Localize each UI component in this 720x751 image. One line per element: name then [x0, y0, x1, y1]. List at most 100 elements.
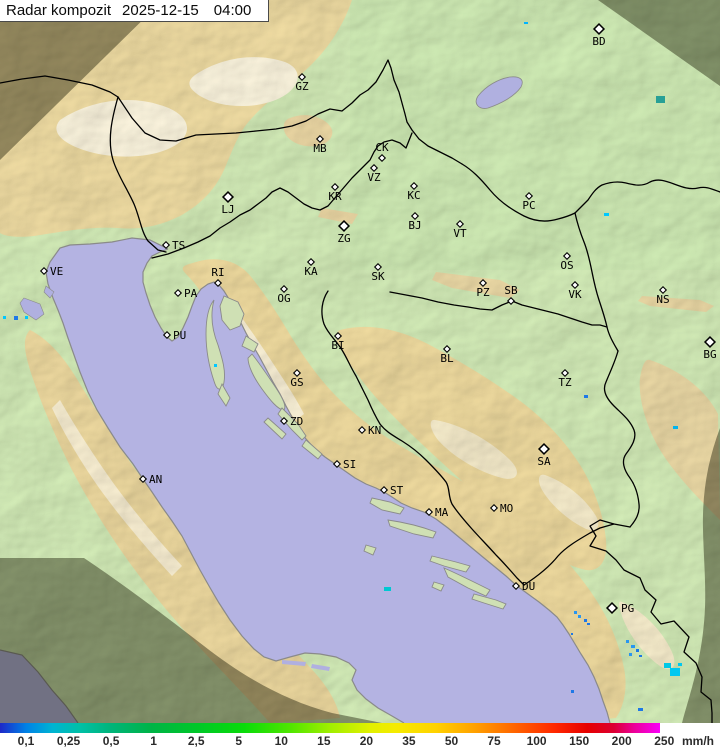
radar-echo — [578, 615, 581, 618]
city-SK: SK — [371, 262, 385, 283]
city-OS: OS — [560, 251, 574, 272]
radar-echo — [626, 640, 629, 643]
radar-echo — [214, 364, 217, 367]
legend-value-8: 20 — [359, 734, 374, 748]
radar-echo — [587, 623, 590, 625]
tyrrhenian-sea — [0, 650, 78, 723]
city-VE: VE — [39, 265, 63, 278]
sea-layer — [0, 76, 611, 723]
city-BL: BL — [440, 344, 454, 365]
city-ST: ST — [379, 484, 404, 497]
city-marker-icon — [213, 278, 223, 288]
venice-lagoon — [19, 297, 45, 321]
title-date: 2025-12-15 — [122, 2, 199, 19]
city-label: TS — [172, 239, 185, 252]
radar-echo — [664, 663, 671, 668]
city-OG: OG — [277, 284, 291, 305]
legend-value-9: 35 — [402, 734, 416, 748]
city-marker-icon — [560, 368, 570, 378]
radar-echo — [670, 668, 680, 676]
city-MB: MB — [313, 134, 327, 155]
city-label: KN — [368, 424, 381, 437]
tyrrhenian-coastline — [0, 649, 79, 723]
radar-echo — [3, 316, 6, 319]
city-label: TZ — [558, 376, 572, 389]
city-label: SB — [504, 284, 518, 297]
city-ZG: ZG — [337, 219, 351, 245]
legend-value-12: 100 — [526, 734, 547, 748]
city-marker-icon — [442, 344, 452, 354]
city-label: PA — [184, 287, 198, 300]
city-label: GS — [290, 376, 303, 389]
city-label: LJ — [221, 203, 234, 216]
city-marker-icon — [592, 22, 606, 36]
radar-echo — [656, 96, 665, 103]
city-marker-icon — [330, 182, 340, 192]
city-PC: PC — [522, 191, 536, 212]
city-label: VT — [453, 227, 467, 240]
city-marker-icon — [377, 153, 387, 163]
legend-value-14: 200 — [611, 734, 632, 748]
city-label: MB — [313, 142, 327, 155]
city-KC: KC — [407, 181, 421, 202]
city-label: OG — [277, 292, 290, 305]
city-label: NS — [656, 293, 669, 306]
city-marker-icon — [524, 191, 534, 201]
borders-layer — [0, 59, 720, 723]
city-marker-icon — [511, 581, 521, 591]
city-marker-icon — [506, 296, 516, 306]
city-label: BG — [703, 348, 716, 361]
radar-echo — [14, 316, 18, 320]
city-label: SA — [537, 455, 551, 468]
city-marker-icon — [373, 262, 383, 272]
city-label: MA — [435, 506, 449, 519]
city-marker-icon — [369, 163, 379, 173]
city-DU: DU — [511, 580, 535, 593]
city-AN: AN — [138, 473, 162, 486]
legend-value-13: 150 — [569, 734, 590, 748]
islands-layer — [205, 295, 507, 610]
city-label: BI — [331, 339, 344, 352]
legend-value-0: 0,1 — [17, 734, 35, 748]
city-label: MO — [500, 502, 513, 515]
title-bar: Radar kompozit 2025-12-15 04:00 — [0, 0, 269, 22]
city-marker-icon — [315, 134, 325, 144]
radar-echo — [571, 690, 574, 693]
radar-echo — [604, 213, 609, 216]
city-GS: GS — [290, 368, 304, 389]
city-marker-icon — [138, 474, 148, 484]
italy-coastline — [45, 237, 405, 723]
city-label: GZ — [295, 80, 309, 93]
city-label: PU — [173, 329, 186, 342]
radar-echo — [673, 426, 678, 429]
city-VZ: VZ — [367, 163, 381, 184]
city-PZ: PZ — [476, 278, 490, 299]
city-VT: VT — [453, 219, 467, 240]
city-marker-icon — [478, 278, 488, 288]
city-label: OS — [560, 259, 573, 272]
lake-balaton — [475, 76, 523, 109]
legend-value-4: 2,5 — [187, 734, 205, 748]
city-label: ZG — [337, 232, 350, 245]
city-LJ: LJ — [221, 190, 235, 216]
city-BD: BD — [592, 22, 606, 48]
legend-unit: mm/h — [681, 734, 715, 748]
echo-layer — [3, 22, 682, 711]
legend-value-5: 5 — [235, 734, 243, 748]
city-marker-icon — [332, 459, 342, 469]
city-label: VK — [568, 288, 582, 301]
city-label: PZ — [476, 286, 490, 299]
city-label: KC — [407, 189, 420, 202]
city-PG: PG — [605, 601, 634, 615]
radar-echo — [678, 663, 682, 666]
city-TS: TS — [161, 239, 185, 252]
city-PA: PA — [173, 287, 198, 300]
city-marker-icon — [337, 219, 351, 233]
legend-value-6: 10 — [274, 734, 288, 748]
city-marker-icon — [292, 368, 302, 378]
city-marker-icon — [489, 503, 499, 513]
legend: 0,1 0,25 0,5 1 2,5 5 10 15 20 35 50 75 100 150 200 250 m… — [0, 723, 720, 751]
city-GZ: GZ — [295, 72, 309, 93]
radar-echo — [638, 708, 643, 711]
city-marker-icon — [297, 72, 307, 82]
